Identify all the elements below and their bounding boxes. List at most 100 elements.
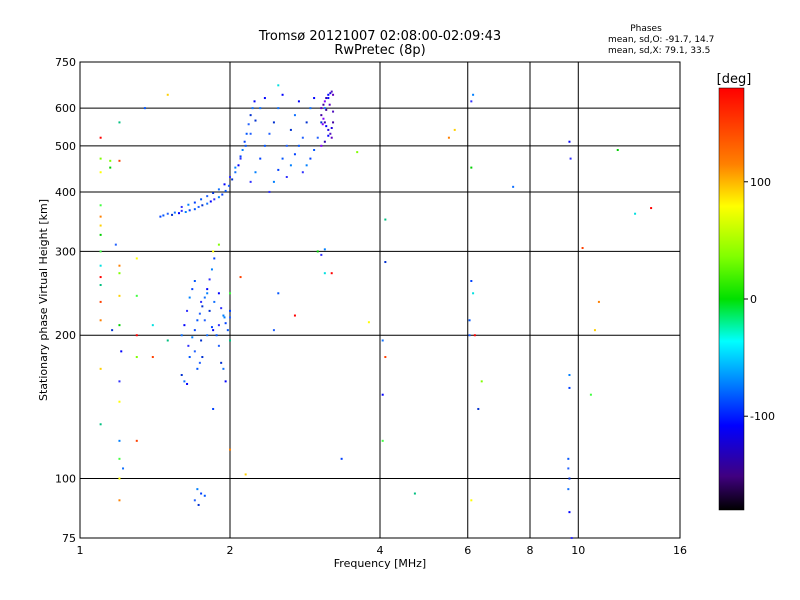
data-point (208, 309, 211, 312)
data-point (470, 280, 473, 283)
data-point (227, 184, 230, 187)
data-point (118, 499, 121, 502)
data-point (210, 326, 213, 329)
data-point (191, 288, 194, 291)
data-point (213, 257, 216, 260)
data-point (330, 127, 333, 130)
data-point (289, 164, 292, 167)
data-point (99, 264, 102, 267)
data-point (193, 280, 196, 283)
data-point (193, 201, 196, 204)
data-point (309, 107, 312, 110)
data-point (201, 356, 204, 359)
data-point (332, 110, 335, 113)
grid (80, 62, 680, 538)
y-tick-label: 500 (55, 140, 76, 153)
data-point (281, 93, 284, 96)
data-point (251, 107, 254, 110)
data-point (567, 457, 570, 460)
data-point (330, 90, 333, 93)
data-point (135, 356, 138, 359)
data-point (212, 329, 215, 332)
data-point (118, 380, 121, 383)
data-point (187, 203, 190, 206)
data-point (263, 97, 266, 100)
data-point (224, 380, 227, 383)
y-tick-label: 750 (55, 56, 76, 69)
data-point (325, 125, 328, 128)
data-point (277, 84, 280, 87)
data-point (193, 499, 196, 502)
data-point (206, 334, 209, 337)
data-point (217, 188, 220, 191)
data-point (320, 107, 323, 110)
data-point (247, 123, 250, 126)
data-point (188, 296, 191, 299)
data-point (567, 467, 570, 470)
data-point (285, 144, 288, 147)
colorbar-tick-label: -100 (750, 410, 775, 423)
data-point (384, 261, 387, 264)
data-point (143, 107, 146, 110)
data-point (196, 319, 199, 322)
data-point (99, 136, 102, 139)
data-point (281, 157, 284, 160)
data-point (570, 537, 573, 539)
data-point (249, 180, 252, 183)
data-point (384, 218, 387, 221)
data-point (206, 195, 209, 198)
data-point (332, 93, 335, 96)
data-point (198, 361, 201, 364)
data-point (203, 296, 206, 299)
data-point (224, 322, 227, 325)
data-point (293, 114, 296, 117)
x-tick-label: 6 (464, 544, 471, 557)
x-tick-label: 8 (527, 544, 534, 557)
data-point (589, 393, 592, 396)
y-tick-label: 200 (55, 329, 76, 342)
data-point (477, 407, 480, 410)
data-point (301, 136, 304, 139)
data-point (237, 164, 240, 167)
data-point (512, 185, 515, 188)
data-point (254, 119, 257, 122)
data-point (217, 243, 220, 246)
data-point (212, 191, 215, 194)
data-point (277, 168, 280, 171)
data-point (193, 350, 196, 353)
data-point (567, 488, 570, 491)
data-point (381, 439, 384, 442)
data-point (229, 309, 231, 312)
data-point (198, 312, 201, 315)
data-point (325, 97, 328, 100)
data-point (239, 276, 242, 279)
data-point (118, 159, 121, 162)
data-point (323, 121, 326, 124)
data-point (221, 193, 224, 196)
data-point (135, 439, 138, 442)
data-point (305, 164, 308, 167)
data-point (222, 367, 225, 370)
chart-title: Tromsø 20121007 02:08:00-02:09:43 (258, 29, 501, 44)
y-tick-label: 600 (55, 102, 76, 115)
data-point (244, 144, 247, 147)
data-point (384, 356, 387, 359)
data-point (118, 400, 121, 403)
y-tick-label: 300 (55, 245, 76, 258)
data-point (480, 380, 483, 383)
data-point (289, 128, 292, 131)
colorbar-tick-label: 0 (750, 293, 757, 306)
data-point (332, 121, 335, 124)
x-tick-label: 2 (227, 544, 234, 557)
data-point (249, 132, 252, 135)
data-point (180, 205, 183, 208)
data-points (99, 84, 653, 539)
x-axis: 1 2 4 6 8 10 16 (77, 544, 688, 557)
x-tick-label: 4 (377, 544, 384, 557)
data-point (193, 208, 196, 211)
data-point (111, 329, 114, 332)
data-point (330, 272, 333, 275)
data-point (569, 157, 572, 160)
data-point (210, 268, 213, 271)
data-point (196, 488, 199, 491)
